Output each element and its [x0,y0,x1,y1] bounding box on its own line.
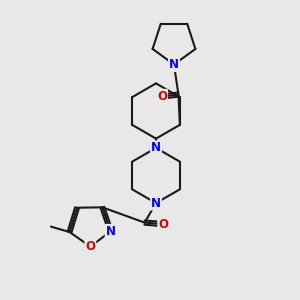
Text: N: N [151,141,161,154]
Text: N: N [151,196,161,210]
Text: N: N [169,58,179,71]
Text: O: O [85,240,95,253]
Text: O: O [158,218,168,231]
Text: O: O [157,90,167,103]
Text: N: N [106,225,116,238]
